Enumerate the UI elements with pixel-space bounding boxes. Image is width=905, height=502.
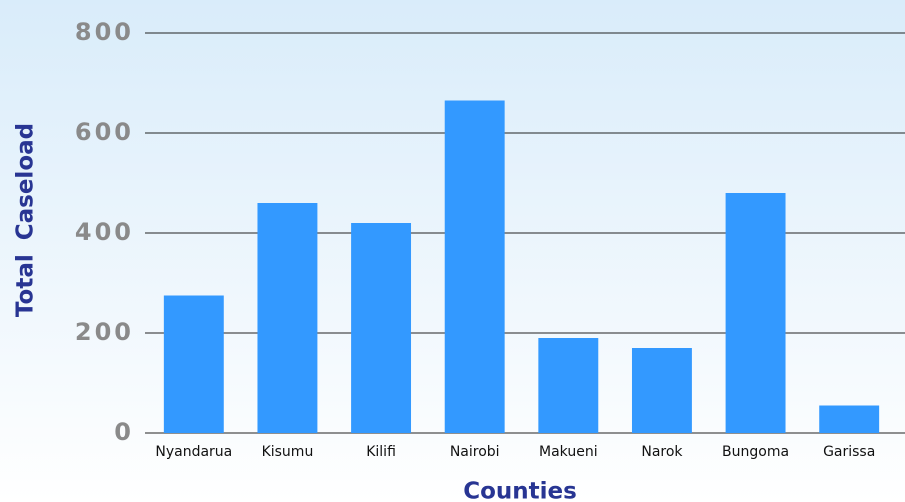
bar bbox=[163, 295, 224, 433]
bar bbox=[538, 338, 599, 433]
x-tick-label: Kisumu bbox=[262, 444, 314, 460]
bar bbox=[631, 348, 692, 433]
y-tick-label: 0 bbox=[114, 418, 134, 446]
x-tick-label: Makueni bbox=[539, 444, 598, 460]
y-tick-label: 200 bbox=[75, 318, 134, 346]
bar bbox=[351, 223, 412, 433]
y-tick-label: 800 bbox=[75, 18, 134, 46]
x-tick-label: Nairobi bbox=[450, 444, 500, 460]
bar bbox=[444, 100, 505, 433]
bar bbox=[819, 405, 880, 433]
x-tick-label: Narok bbox=[641, 444, 683, 460]
x-tick-label: Garissa bbox=[823, 444, 875, 460]
bar bbox=[257, 203, 318, 433]
bar bbox=[725, 193, 786, 433]
x-tick-label: Kilifi bbox=[366, 444, 396, 460]
x-axis-label: Counties bbox=[463, 479, 577, 502]
y-tick-label: 400 bbox=[75, 218, 134, 246]
y-axis-label: Total Caseload bbox=[13, 123, 39, 317]
y-tick-label: 600 bbox=[75, 118, 134, 146]
x-tick-label: Bungoma bbox=[722, 444, 789, 460]
x-tick-label: Nyandarua bbox=[155, 444, 232, 460]
